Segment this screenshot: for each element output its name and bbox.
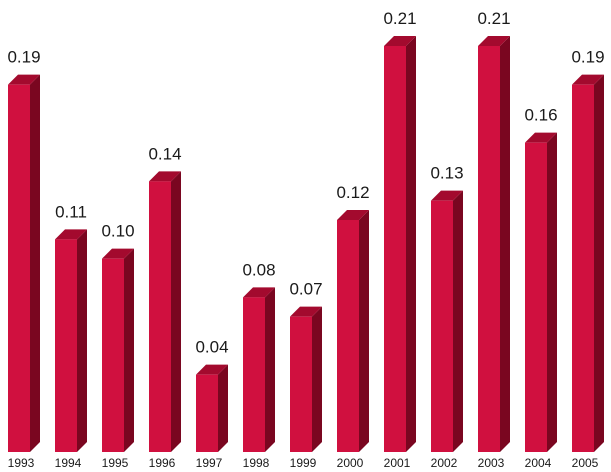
x-tick-label: 1995 [102, 456, 129, 470]
x-tick-label: 1997 [196, 456, 223, 470]
x-tick-label: 1993 [8, 456, 35, 470]
bar-1997 [196, 364, 228, 452]
x-tick-label: 2004 [525, 456, 552, 470]
bar-front-face [149, 181, 171, 453]
bar-front-face [337, 220, 359, 452]
bar-front-face [431, 200, 453, 452]
bar-side-face [453, 190, 463, 452]
bar-top-face [243, 287, 275, 298]
bar-2002 [431, 190, 463, 452]
bar-side-face [594, 74, 604, 453]
bar-1996 [149, 171, 181, 453]
bars-layer [8, 36, 604, 453]
bar-side-face [547, 132, 557, 452]
value-label: 0.21 [477, 9, 510, 28]
bar-top-face [55, 229, 87, 240]
bar-front-face [525, 142, 547, 452]
bar-side-face [171, 171, 181, 453]
bar-1993 [8, 74, 40, 453]
bar-front-face [55, 239, 77, 452]
bar-top-face [431, 190, 463, 201]
value-label: 0.21 [383, 9, 416, 28]
value-label: 0.13 [430, 164, 463, 183]
bar-front-face [8, 84, 30, 453]
bar-top-face [337, 210, 369, 220]
value-label: 0.07 [289, 280, 322, 299]
bar-front-face [243, 297, 265, 452]
value-labels-layer: 0.19 0.11 0.10 0.14 0.04 0.08 0.07 0.12 0.21 0.13… [7, 9, 604, 357]
value-label: 0.04 [195, 338, 228, 357]
value-label: 0.08 [242, 260, 275, 279]
bar-top-face [384, 36, 416, 46]
bar-side-face [312, 306, 322, 452]
bar-2000 [337, 210, 369, 452]
bar-side-face [500, 36, 510, 452]
bar-side-face [124, 248, 134, 452]
value-label: 0.10 [101, 222, 134, 241]
bar-top-face [572, 74, 604, 85]
bar-1999 [290, 306, 322, 452]
x-tick-label: 1994 [55, 456, 82, 470]
x-axis-ticks: 1993 1994 1995 1996 1997 1998 1999 2000 2001 2002… [8, 456, 599, 470]
value-label: 0.19 [7, 48, 40, 67]
value-label: 0.12 [336, 183, 369, 202]
value-label: 0.14 [148, 144, 181, 163]
bar-top-face [290, 306, 322, 317]
bar-front-face [196, 374, 218, 452]
bar-side-face [77, 229, 87, 452]
bar-side-face [406, 36, 416, 452]
bar-2005 [572, 74, 604, 453]
x-tick-label: 1996 [149, 456, 176, 470]
x-tick-label: 2005 [572, 456, 599, 470]
bar-2003 [478, 36, 510, 452]
value-label: 0.16 [524, 106, 557, 125]
bar-front-face [384, 46, 406, 452]
bar-top-face [149, 171, 181, 182]
x-tick-label: 1999 [290, 456, 317, 470]
bar-1998 [243, 287, 275, 452]
x-tick-label: 1998 [243, 456, 270, 470]
bar-1995 [102, 248, 134, 452]
bar-top-face [102, 248, 134, 259]
value-label: 0.11 [55, 202, 87, 221]
bar-side-face [359, 210, 369, 452]
bar-top-face [196, 364, 228, 375]
bar-2004 [525, 132, 557, 452]
bar-front-face [478, 46, 500, 452]
bar-top-face [8, 74, 40, 85]
bar-front-face [290, 316, 312, 452]
bar-side-face [218, 364, 228, 452]
bar-front-face [572, 84, 594, 453]
x-tick-label: 2003 [478, 456, 505, 470]
x-tick-label: 2001 [384, 456, 411, 470]
bar-1994 [55, 229, 87, 452]
bar-top-face [478, 36, 510, 46]
bar-front-face [102, 258, 124, 452]
x-tick-label: 2002 [431, 456, 458, 470]
bar-side-face [265, 287, 275, 452]
x-tick-label: 2000 [337, 456, 364, 470]
bar-2001 [384, 36, 416, 452]
value-label: 0.19 [571, 48, 604, 67]
bar-side-face [30, 74, 40, 453]
bar-top-face [525, 132, 557, 143]
